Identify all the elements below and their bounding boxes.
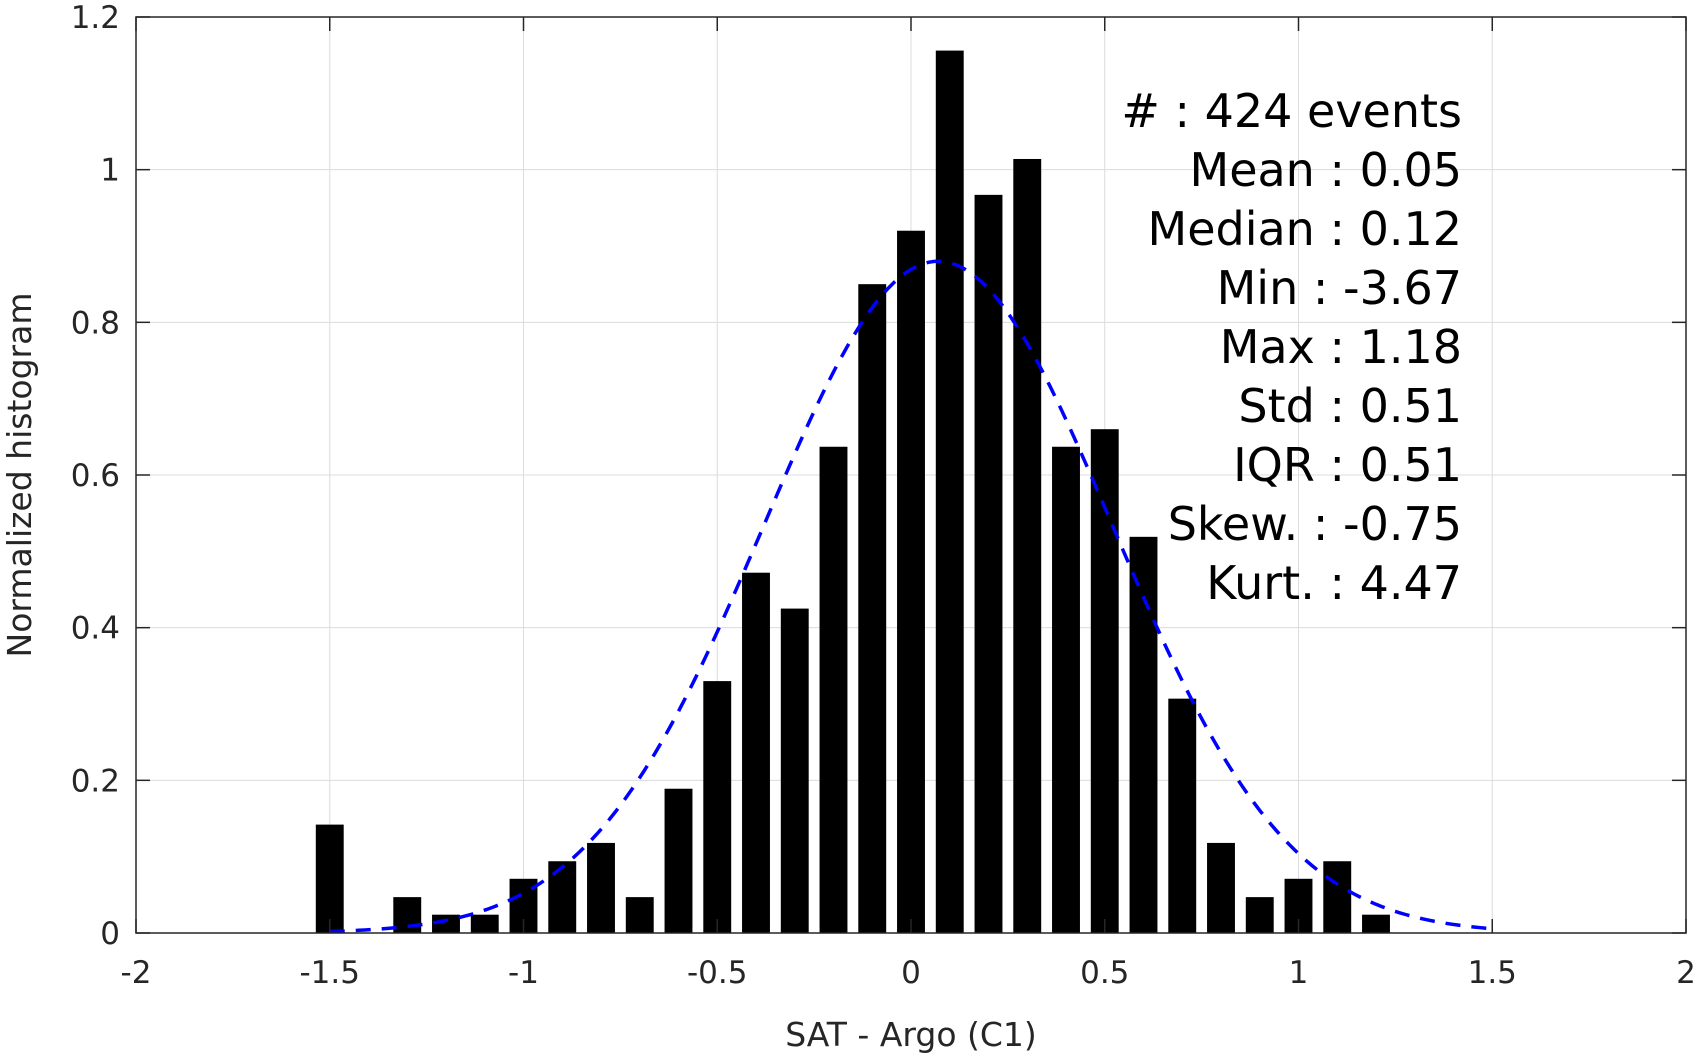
histogram-bar bbox=[664, 788, 693, 933]
histogram-bar bbox=[780, 608, 809, 933]
y-axis-label: Normalized histogram bbox=[0, 293, 39, 658]
histogram-bar bbox=[897, 230, 925, 933]
histogram-bar bbox=[315, 824, 344, 933]
histogram-bar bbox=[1090, 429, 1119, 933]
histogram-bar bbox=[393, 897, 422, 933]
y-tick-label: 0.4 bbox=[71, 611, 120, 647]
stat-line: Skew. : -0.75 bbox=[1168, 497, 1462, 551]
histogram-bar bbox=[1207, 842, 1235, 933]
y-tick-label: 0.6 bbox=[71, 458, 120, 494]
histogram-bar bbox=[1129, 536, 1158, 933]
x-axis-label: SAT - Argo (C1) bbox=[785, 1015, 1037, 1054]
histogram-bar bbox=[1168, 698, 1197, 933]
x-tick-label: -1 bbox=[508, 955, 539, 991]
histogram-bar bbox=[432, 914, 460, 933]
x-tick-label: 0 bbox=[901, 955, 921, 991]
histogram-bar bbox=[858, 284, 887, 934]
x-axis-ticks: -2 -1.5 -1 -0.5 0 0.5 1 1.5 2 bbox=[121, 17, 1696, 991]
stat-line: Median : 0.12 bbox=[1148, 202, 1462, 256]
normal-fit-curve bbox=[329, 259, 1493, 934]
histogram-bars bbox=[315, 50, 1390, 934]
x-tick-label: 1.5 bbox=[1468, 955, 1517, 991]
histogram-bar bbox=[1052, 446, 1080, 933]
histogram-bar bbox=[1013, 158, 1042, 934]
y-axis-ticks: 0 0.2 0.4 0.6 0.8 1 1.2 bbox=[71, 0, 1686, 952]
histogram-bar bbox=[703, 681, 732, 933]
histogram-bar bbox=[1323, 861, 1352, 933]
x-tick-label: -2 bbox=[121, 955, 152, 991]
x-tick-label: -0.5 bbox=[687, 955, 748, 991]
histogram-bar bbox=[974, 194, 1003, 933]
stat-line: Kurt. : 4.47 bbox=[1206, 556, 1462, 610]
histogram-bar bbox=[625, 897, 654, 933]
stat-line: Max : 1.18 bbox=[1220, 320, 1462, 374]
y-tick-label: 0.8 bbox=[71, 305, 120, 341]
histogram-bar bbox=[587, 842, 615, 933]
y-tick-label: 0.2 bbox=[71, 763, 120, 799]
x-tick-label: 2 bbox=[1676, 955, 1696, 991]
stat-line: Mean : 0.05 bbox=[1190, 143, 1463, 197]
x-tick-label: 1 bbox=[1289, 955, 1309, 991]
histogram-bar bbox=[742, 572, 770, 933]
stat-line: IQR : 0.51 bbox=[1233, 438, 1462, 492]
stat-line: Std : 0.51 bbox=[1238, 379, 1462, 433]
x-tick-label: 0.5 bbox=[1080, 955, 1129, 991]
histogram-bar bbox=[819, 446, 848, 933]
histogram-bar bbox=[935, 50, 964, 933]
y-tick-label: 1.2 bbox=[71, 0, 120, 36]
y-tick-label: 1 bbox=[100, 153, 120, 189]
stat-line: Min : -3.67 bbox=[1217, 261, 1462, 315]
histogram-bar bbox=[1362, 914, 1390, 933]
histogram-bar bbox=[548, 861, 577, 933]
histogram-bar bbox=[470, 914, 499, 933]
histogram-bar bbox=[1245, 897, 1274, 933]
y-tick-label: 0 bbox=[100, 916, 120, 952]
stat-line: # : 424 events bbox=[1121, 84, 1462, 138]
x-tick-label: -1.5 bbox=[300, 955, 361, 991]
